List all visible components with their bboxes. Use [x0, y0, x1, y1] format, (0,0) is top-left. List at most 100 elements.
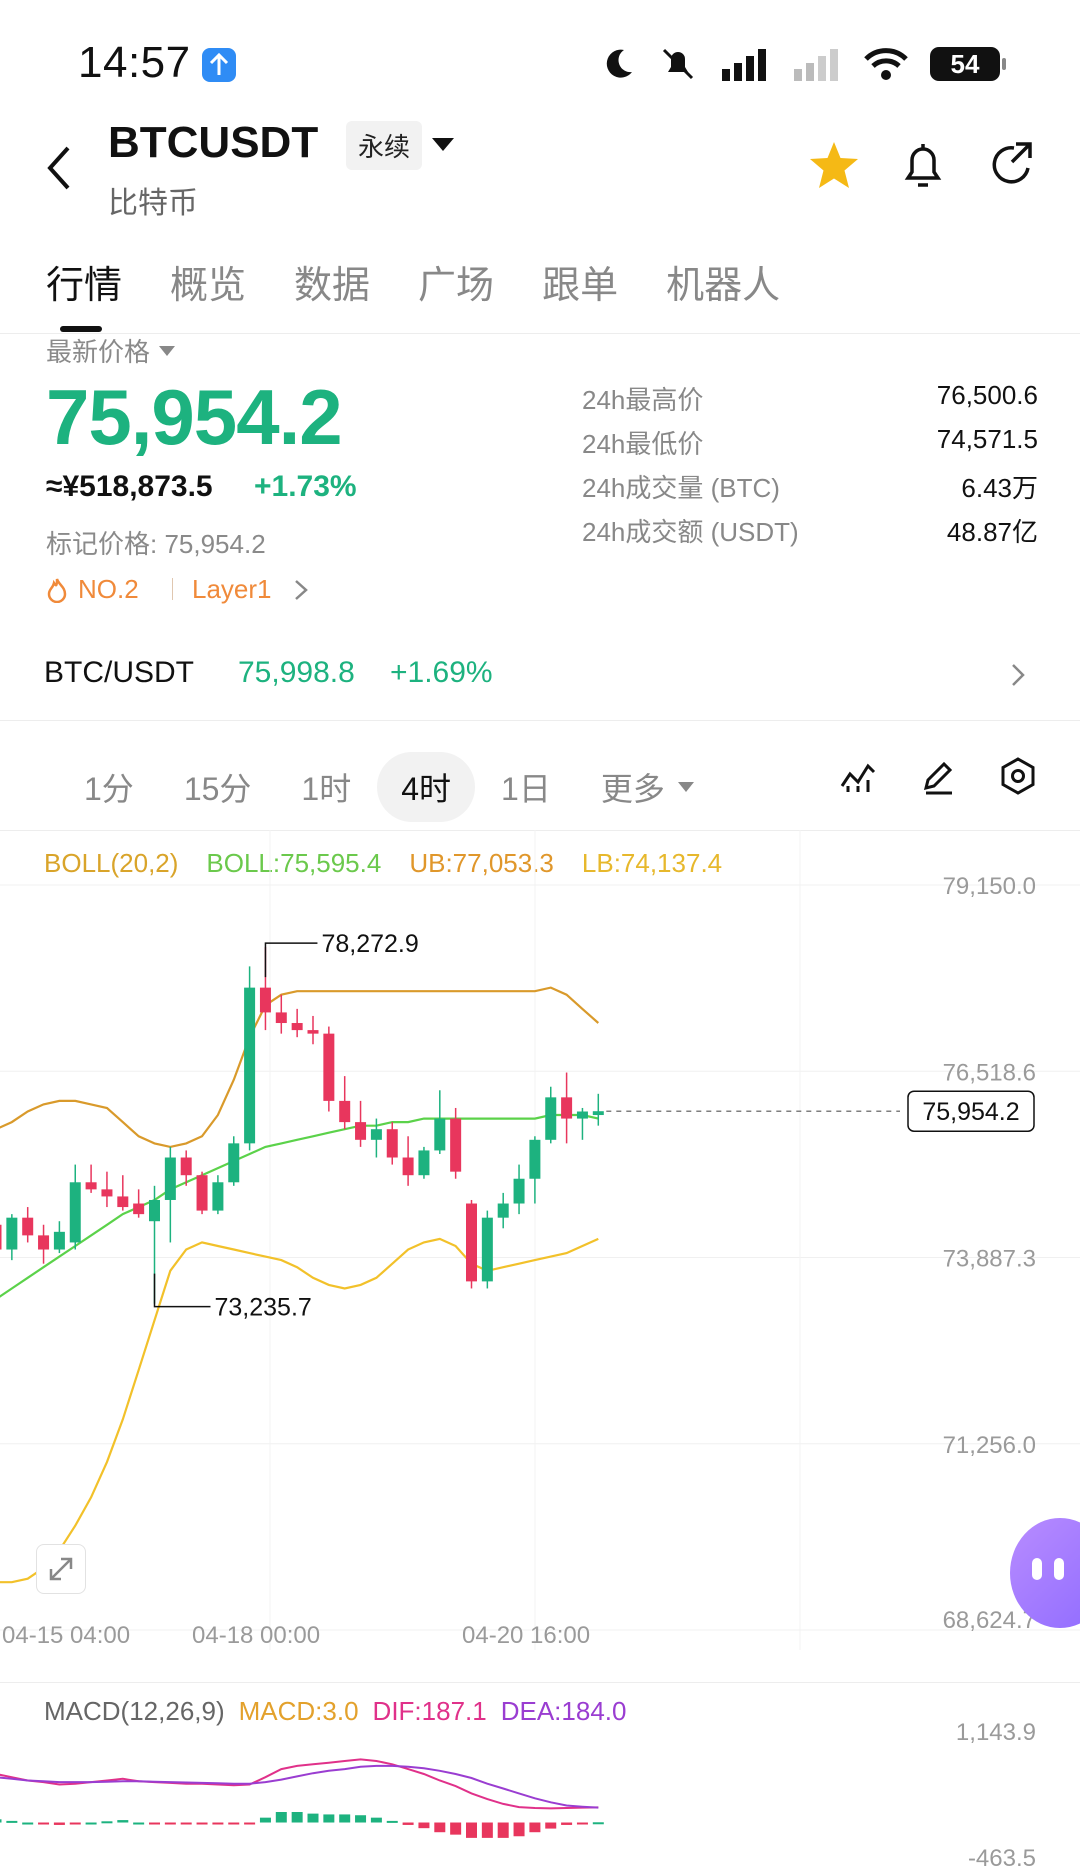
- candle-body: [355, 1122, 367, 1140]
- tab-market[interactable]: 行情: [46, 265, 123, 307]
- category-tag[interactable]: Layer1: [192, 574, 308, 605]
- stat-label: 24h成交额 (USDT): [582, 517, 799, 547]
- expand-chart-button[interactable]: [36, 1544, 86, 1594]
- caret-down-icon: [677, 782, 694, 792]
- stat-value: 76,500.6: [936, 380, 1038, 410]
- stat-row: 24h最高价 76,500.6: [582, 380, 1038, 424]
- back-button[interactable]: [40, 140, 80, 196]
- macd-legend: MACD(12,26,9) MACD:3.0 DIF:187.1 DEA:184…: [44, 1696, 626, 1727]
- boll-mid-value: BOLL:75,595.4: [206, 848, 382, 878]
- candle-body: [418, 1150, 430, 1176]
- tabs-divider: [0, 333, 1080, 334]
- macd-histogram-bar: [386, 1820, 398, 1823]
- spot-pair: BTC/USDT: [44, 656, 194, 689]
- timeframe-4h[interactable]: 4时: [377, 752, 476, 822]
- candle-body: [434, 1118, 446, 1151]
- timeframe-divider: [0, 830, 1080, 831]
- tab-square[interactable]: 广场: [418, 265, 495, 307]
- macd-histogram-bar: [180, 1822, 192, 1825]
- status-icons: 54: [600, 46, 1006, 82]
- candle-body: [38, 1235, 50, 1250]
- timeframe-15m[interactable]: 15分: [183, 771, 252, 807]
- macd-histogram-bar: [418, 1822, 430, 1829]
- boll-params: BOLL(20,2): [44, 848, 179, 878]
- tab-data[interactable]: 数据: [294, 265, 371, 307]
- timeframe-more[interactable]: 更多: [577, 752, 719, 822]
- stat-label: 24h最高价: [582, 385, 704, 415]
- boll-indicator-legend: BOLL(20,2) BOLL:75,595.4 UB:77,053.3 LB:…: [44, 848, 722, 879]
- share-icon[interactable]: [988, 140, 1036, 195]
- low-marker-line: [153, 1273, 211, 1308]
- signal-icon: [722, 49, 766, 81]
- stat-label: 24h最低价: [582, 429, 704, 459]
- timeframe-1d[interactable]: 1日: [501, 771, 551, 807]
- candlestick-chart[interactable]: 79,150.0 76,518.6 73,887.3 71,256.0 68,624.7…: [0, 830, 1080, 1650]
- favorite-star-icon[interactable]: [808, 140, 860, 195]
- candle-body: [386, 1129, 398, 1158]
- rank-text: NO.2: [78, 574, 139, 604]
- candle-body: [370, 1129, 382, 1140]
- boll-upper-line: [0, 986, 600, 1149]
- macd-histogram-bar: [561, 1822, 573, 1825]
- macd-histogram-bar: [434, 1822, 446, 1833]
- candle-body: [149, 1199, 160, 1222]
- high-marker-line: [264, 942, 318, 978]
- candle-body: [85, 1182, 97, 1190]
- candle-body: [180, 1157, 192, 1176]
- spot-price: 75,998.8: [238, 656, 355, 689]
- candle-body: [6, 1217, 18, 1250]
- macd-divider: [0, 1682, 1080, 1683]
- candle-body: [196, 1175, 208, 1211]
- x-tick-label: 04-15 04:00: [2, 1622, 130, 1649]
- candle-body: [323, 1033, 335, 1101]
- dif-line: [0, 1758, 599, 1810]
- symbol-subtitle: 比特币: [108, 187, 198, 220]
- cny-price: ≈¥518,873.5: [46, 470, 213, 503]
- spot-change: +1.69%: [390, 656, 493, 689]
- latest-price-text: 最新价格: [46, 337, 151, 367]
- current-price-label: 75,954.2: [922, 1098, 1019, 1126]
- alert-bell-icon[interactable]: [900, 140, 946, 195]
- macd-histogram-bar: [38, 1822, 50, 1825]
- category-text: Layer1: [192, 574, 272, 604]
- macd-y-tick-label: 1,143.9: [956, 1719, 1036, 1746]
- silent-bell-icon: [662, 48, 694, 80]
- rank-tag[interactable]: NO.2: [46, 574, 139, 605]
- macd-histogram-bar: [466, 1822, 477, 1838]
- macd-histogram-bar: [275, 1812, 287, 1823]
- macd-histogram-bar: [53, 1822, 65, 1825]
- low-price-label: 73,235.7: [215, 1294, 312, 1322]
- candle-body: [212, 1182, 224, 1211]
- high-price-label: 78,272.9: [321, 930, 418, 958]
- timeframe-1m[interactable]: 1分: [84, 771, 134, 807]
- spot-divider: [0, 720, 1080, 721]
- dea-line: [0, 1764, 599, 1809]
- timeframe-1h[interactable]: 1时: [301, 771, 352, 807]
- symbol-dropdown-icon[interactable]: [430, 134, 456, 159]
- macd-chart[interactable]: 1,143.9 -463.5: [0, 1690, 1080, 1872]
- indicator-icon[interactable]: [838, 756, 878, 801]
- boll-mid-line: [0, 1113, 599, 1298]
- candle-body: [164, 1157, 176, 1200]
- tab-overview[interactable]: 概览: [170, 265, 247, 307]
- stat-value: 48.87亿: [946, 517, 1038, 547]
- y-tick-label: 73,887.3: [943, 1246, 1036, 1273]
- tab-robot[interactable]: 机器人: [666, 265, 781, 307]
- timeframe-tabs: 1分 15分 1时 4时 1日 更多: [60, 752, 721, 822]
- signal-weak-icon: [794, 49, 838, 81]
- candle-body: [133, 1203, 145, 1215]
- candle-body: [561, 1097, 573, 1119]
- macd-histogram-bar: [339, 1814, 351, 1823]
- latest-price-label[interactable]: 最新价格: [46, 332, 176, 369]
- macd-histogram-bar: [355, 1815, 367, 1823]
- macd-histogram-bar: [6, 1820, 18, 1823]
- draw-pen-icon[interactable]: [918, 756, 958, 801]
- macd-histogram-bar: [291, 1812, 303, 1823]
- spot-pair-row[interactable]: BTC/USDT 75,998.8 +1.69%: [0, 640, 1080, 714]
- tab-copy-trade[interactable]: 跟单: [542, 265, 619, 307]
- chart-settings-icon[interactable]: [998, 756, 1038, 801]
- mark-price: 标记价格: 75,954.2: [46, 529, 266, 559]
- flame-icon: [47, 578, 67, 603]
- symbol-title[interactable]: BTCUSDT: [108, 118, 319, 167]
- macd-histogram-bar: [101, 1821, 113, 1824]
